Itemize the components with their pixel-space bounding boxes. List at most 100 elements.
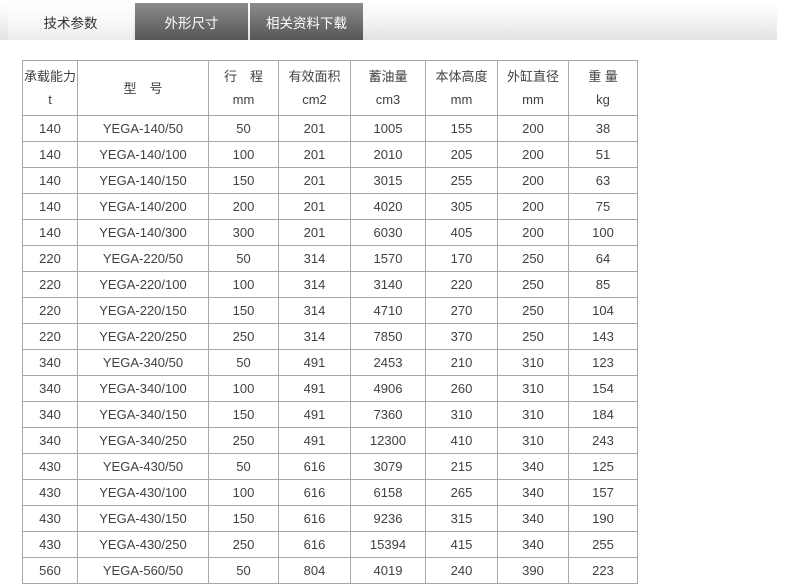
column-title: 重 量 xyxy=(588,69,618,85)
table-cell: 223 xyxy=(568,557,638,584)
table-cell: 63 xyxy=(568,167,638,194)
table-cell: 51 xyxy=(568,141,638,168)
table-cell: YEGA-430/50 xyxy=(77,453,209,480)
table-cell: 200 xyxy=(497,193,569,220)
table-cell: 220 xyxy=(22,271,78,298)
table-cell: 315 xyxy=(425,505,498,532)
table-cell: 410 xyxy=(425,427,498,454)
table-cell: 340 xyxy=(22,401,78,428)
table-cell: YEGA-340/250 xyxy=(77,427,209,454)
table-cell: 314 xyxy=(278,323,351,350)
table-cell: 100 xyxy=(568,219,638,246)
table-cell: YEGA-220/250 xyxy=(77,323,209,350)
table-cell: 491 xyxy=(278,401,351,428)
table-cell: YEGA-560/50 xyxy=(77,557,209,584)
table-cell: 201 xyxy=(278,141,351,168)
table-row: 140 YEGA-140/300 300 201 6030 405 200 100 xyxy=(22,219,638,246)
tab-bar: 技术参数 外形尺寸 相关资料下载 xyxy=(0,3,777,40)
table-cell: 184 xyxy=(568,401,638,428)
table-cell: YEGA-140/150 xyxy=(77,167,209,194)
table-cell: 405 xyxy=(425,219,498,246)
table-cell: 491 xyxy=(278,427,351,454)
table-cell: 100 xyxy=(208,479,279,506)
table-cell: 50 xyxy=(208,453,279,480)
column-unit: mm xyxy=(232,91,255,107)
table-cell: 305 xyxy=(425,193,498,220)
table-cell: 340 xyxy=(22,349,78,376)
column-header: 型 号 xyxy=(77,60,209,116)
table-cell: 15394 xyxy=(350,531,426,558)
column-header: 本体高度 mm xyxy=(425,60,498,116)
table-cell: 125 xyxy=(568,453,638,480)
table-row: 140 YEGA-140/100 100 201 2010 205 200 51 xyxy=(22,141,638,168)
table-cell: 250 xyxy=(497,323,569,350)
table-cell: 265 xyxy=(425,479,498,506)
tab-related-downloads[interactable]: 相关资料下载 xyxy=(250,3,363,40)
table-cell: 50 xyxy=(208,115,279,142)
table-row: 140 YEGA-140/150 150 201 3015 255 200 63 xyxy=(22,167,638,194)
table-cell: 616 xyxy=(278,453,351,480)
table-cell: 9236 xyxy=(350,505,426,532)
table-cell: YEGA-140/50 xyxy=(77,115,209,142)
table-cell: 370 xyxy=(425,323,498,350)
table-cell: 260 xyxy=(425,375,498,402)
table-cell: 220 xyxy=(22,297,78,324)
table-row: 430 YEGA-430/250 250 616 15394 415 340 255 xyxy=(22,531,638,558)
table-cell: 100 xyxy=(208,141,279,168)
table-cell: 255 xyxy=(568,531,638,558)
table-cell: YEGA-340/50 xyxy=(77,349,209,376)
table-cell: 150 xyxy=(208,297,279,324)
column-header: 承载能力 t xyxy=(22,60,78,116)
table-row: 430 YEGA-430/100 100 616 6158 265 340 157 xyxy=(22,479,638,506)
table-cell: 4710 xyxy=(350,297,426,324)
table-cell: YEGA-430/100 xyxy=(77,479,209,506)
table-cell: 243 xyxy=(568,427,638,454)
table-cell: 491 xyxy=(278,349,351,376)
table-row: 340 YEGA-340/50 50 491 2453 210 310 123 xyxy=(22,349,638,376)
table-cell: YEGA-430/250 xyxy=(77,531,209,558)
table-cell: YEGA-140/200 xyxy=(77,193,209,220)
table-cell: 200 xyxy=(497,141,569,168)
table-cell: 150 xyxy=(208,167,279,194)
table-cell: 201 xyxy=(278,219,351,246)
table-cell: 190 xyxy=(568,505,638,532)
table-cell: 2453 xyxy=(350,349,426,376)
spec-table-body: 140 YEGA-140/50 50 201 1005 155 200 38 140 YEGA-1… xyxy=(22,115,638,584)
table-row: 140 YEGA-140/200 200 201 4020 305 200 75 xyxy=(22,193,638,220)
table-row: 220 YEGA-220/250 250 314 7850 370 250 143 xyxy=(22,323,638,350)
table-cell: 200 xyxy=(208,193,279,220)
table-cell: 560 xyxy=(22,557,78,584)
tab-outline-dimensions[interactable]: 外形尺寸 xyxy=(135,3,248,40)
header-row: 承载能力 t 型 号 行 程 mm 有效面积 cm2 蓄油量 cm3 本体高度 mm 外缸直径 mm 重 … xyxy=(22,60,638,116)
table-cell: 430 xyxy=(22,505,78,532)
table-cell: 201 xyxy=(278,167,351,194)
column-title: 外缸直径 xyxy=(506,69,559,85)
table-row: 340 YEGA-340/250 250 491 12300 410 310 243 xyxy=(22,427,638,454)
column-header: 重 量 kg xyxy=(568,60,638,116)
table-cell: 3015 xyxy=(350,167,426,194)
column-header: 有效面积 cm2 xyxy=(278,60,351,116)
table-cell: 340 xyxy=(497,531,569,558)
table-cell: 491 xyxy=(278,375,351,402)
table-cell: 250 xyxy=(208,427,279,454)
table-cell: 4906 xyxy=(350,375,426,402)
column-unit: cm3 xyxy=(375,91,401,107)
column-title: 型 号 xyxy=(123,80,163,96)
table-cell: 804 xyxy=(278,557,351,584)
table-cell: 7360 xyxy=(350,401,426,428)
table-cell: 200 xyxy=(497,219,569,246)
table-cell: 140 xyxy=(22,167,78,194)
spec-table-head: 承载能力 t 型 号 行 程 mm 有效面积 cm2 蓄油量 cm3 本体高度 mm 外缸直径 mm 重 … xyxy=(22,60,638,116)
column-title: 行 程 xyxy=(223,69,263,85)
table-cell: 1005 xyxy=(350,115,426,142)
table-cell: 270 xyxy=(425,297,498,324)
table-cell: 616 xyxy=(278,505,351,532)
column-header: 外缸直径 mm xyxy=(497,60,569,116)
table-cell: 314 xyxy=(278,245,351,272)
table-cell: YEGA-340/150 xyxy=(77,401,209,428)
table-cell: 155 xyxy=(425,115,498,142)
tab-technical-parameters[interactable]: 技术参数 xyxy=(8,3,133,40)
table-cell: 205 xyxy=(425,141,498,168)
table-cell: 415 xyxy=(425,531,498,558)
table-cell: 616 xyxy=(278,531,351,558)
